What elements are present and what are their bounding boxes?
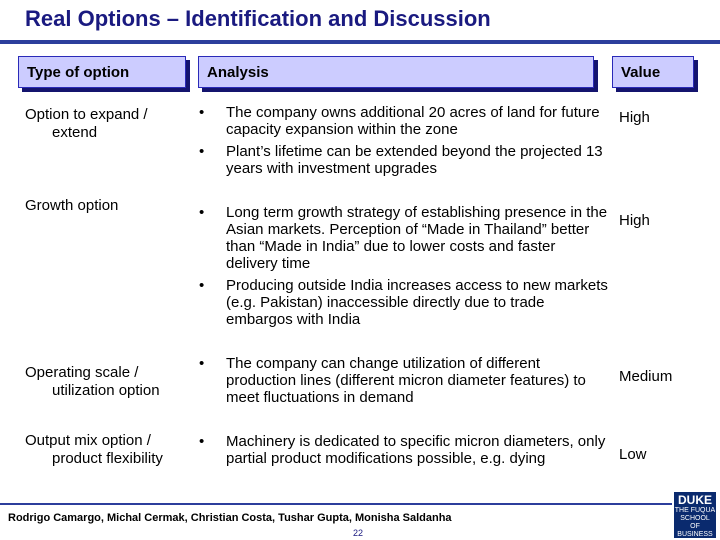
option-label-line1: Option to expand /	[25, 106, 148, 123]
option-label-line1: Growth option	[25, 197, 119, 214]
title-divider	[0, 40, 720, 44]
bullet-text: Machinery is dedicated to specific micro…	[226, 433, 606, 467]
option-label-line2: extend	[52, 124, 98, 141]
bullet-text: Plant’s lifetime can be extended beyond …	[226, 143, 603, 177]
bullet-icon: •	[199, 104, 205, 121]
option-growth: Growth option	[25, 197, 195, 215]
option-label-line2: utilization option	[52, 382, 160, 399]
footer-authors: Rodrigo Camargo, Michal Cermak, Christia…	[8, 512, 452, 524]
analysis-bullet: • Plant’s lifetime can be extended beyon…	[199, 143, 609, 177]
header-type-of-option: Type of option	[18, 56, 186, 88]
header-value: Value	[612, 56, 694, 88]
duke-fuqua-logo: DUKE THE FUQUA SCHOOL OF BUSINESS	[674, 492, 716, 538]
option-output-mix: Output mix option / product flexibility	[25, 432, 195, 468]
bullet-icon: •	[199, 204, 205, 221]
analysis-bullet: • Long term growth strategy of establish…	[199, 204, 609, 272]
analysis-bullet: • The company owns additional 20 acres o…	[199, 104, 609, 138]
bullet-text: The company can change utilization of di…	[226, 355, 586, 406]
footer-divider	[0, 503, 672, 505]
bullet-text: Producing outside India increases access…	[226, 277, 608, 328]
bullet-icon: •	[199, 143, 205, 160]
bullet-text: The company owns additional 20 acres of …	[226, 104, 600, 138]
logo-line1: DUKE	[677, 493, 712, 507]
logo-line2: THE FUQUA	[674, 507, 716, 514]
option-label-line1: Operating scale /	[25, 364, 139, 381]
logo-line4: OF BUSINESS	[677, 523, 713, 538]
value-expand: High	[619, 109, 650, 126]
option-operating-scale: Operating scale / utilization option	[25, 364, 195, 400]
analysis-bullet: • The company can change utilization of …	[199, 355, 609, 406]
option-label-line1: Output mix option /	[25, 432, 151, 449]
value-operating-scale: Medium	[619, 368, 673, 385]
bullet-text: Long term growth strategy of establishin…	[226, 204, 608, 272]
bullet-icon: •	[199, 277, 205, 294]
analysis-bullet: • Machinery is dedicated to specific mic…	[199, 433, 609, 467]
option-expand: Option to expand / extend	[25, 106, 195, 142]
bullet-icon: •	[199, 433, 205, 450]
option-label-line2: product flexibility	[52, 450, 163, 467]
value-growth: High	[619, 212, 650, 229]
page-number: 22	[353, 528, 364, 538]
header-analysis: Analysis	[198, 56, 594, 88]
slide-title: Real Options – Identification and Discus…	[25, 6, 491, 31]
logo-line3: SCHOOL	[680, 515, 710, 522]
value-output-mix: Low	[619, 446, 647, 463]
analysis-bullet: • Producing outside India increases acce…	[199, 277, 609, 328]
bullet-icon: •	[199, 355, 205, 372]
